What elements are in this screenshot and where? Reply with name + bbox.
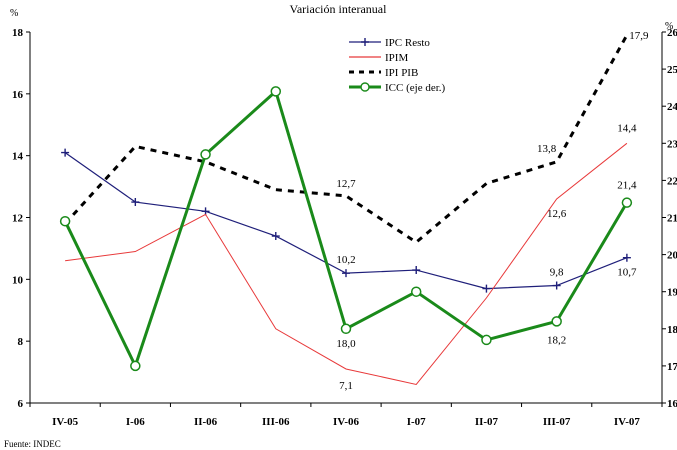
icc-eje-der-marker: [270, 86, 282, 97]
ipc-resto-marker: [271, 232, 280, 241]
left-tick-label: 14: [12, 151, 24, 163]
axes: 6 8 10 12 14 16 18 16 17 18 19 20 21 22 23 24 25 26 IV-05 I…: [12, 27, 677, 428]
ipim-line: [65, 142, 628, 386]
legend-marker-icc-eje-der: [360, 82, 370, 92]
right-tick-label: 25: [667, 64, 677, 76]
right-tick-label: 18: [667, 324, 677, 336]
right-axis-unit: %: [665, 21, 673, 32]
ipc-resto-line: [64, 152, 628, 290]
icc-eje-der-marker: [340, 323, 352, 335]
icc-eje-der-marker: [481, 334, 492, 346]
x-tick-label: IV-05: [52, 416, 79, 428]
left-tick-label: 8: [18, 336, 24, 348]
x-tick-label: III-06: [262, 416, 290, 428]
icc-eje-der-marker: [59, 215, 71, 227]
series-layer: [59, 34, 633, 386]
left-axis-unit: %: [10, 8, 18, 19]
right-tick-label: 16: [667, 398, 677, 410]
data-label: 10,2: [336, 254, 355, 266]
x-tick-label: II-06: [194, 416, 218, 428]
ipc-resto-marker: [622, 253, 631, 262]
left-tick-label: 6: [18, 398, 24, 410]
x-tick-label: II-07: [475, 416, 499, 428]
right-tick-label: 21: [667, 213, 677, 225]
icc-eje-der-marker: [551, 316, 562, 327]
data-label: 7,1: [339, 380, 353, 392]
right-tick-label: 23: [667, 138, 677, 150]
x-tick-label: IV-06: [333, 416, 360, 428]
right-tick-label: 20: [667, 250, 677, 262]
x-tick-label: I-07: [407, 416, 426, 428]
legend-label-icc-eje-der: ICC (eje der.): [385, 82, 446, 94]
ipi-pib-line: [64, 34, 629, 245]
ipc-resto-marker: [482, 284, 491, 293]
data-label: 17,9: [629, 30, 649, 42]
chart-title: Variación interanual: [290, 2, 388, 16]
left-tick-label: 10: [12, 274, 24, 286]
icc-eje-der-marker: [621, 197, 633, 208]
left-tick-label: 16: [12, 89, 24, 101]
data-labels: 12,7 10,2 18,0 7,1 13,8 12,6 9,8 18,2 17,9 14,4 21…: [336, 30, 649, 392]
right-tick-label: 19: [667, 287, 677, 299]
right-tick-label: 22: [667, 175, 677, 187]
x-tick-label: I-06: [126, 416, 145, 428]
legend-label-ipc-resto: IPC Resto: [385, 37, 430, 49]
icc-eje-der-marker: [200, 149, 211, 160]
left-tick-label: 18: [12, 27, 24, 39]
ipc-resto-marker: [61, 148, 70, 157]
data-label: 12,7: [336, 178, 356, 190]
data-label: 10,7: [617, 267, 637, 279]
icc-eje-der-marker: [410, 286, 422, 297]
legend: IPC Resto IPIM IPI PIB ICC (eje der.): [349, 37, 446, 94]
data-label: 9,8: [550, 267, 564, 279]
icc-eje-der-marker: [130, 360, 141, 372]
data-label: 14,4: [617, 122, 637, 134]
data-label: 13,8: [537, 143, 557, 155]
ipc-resto-marker: [412, 266, 421, 275]
right-tick-label: 26: [667, 27, 677, 39]
left-tick-label: 12: [12, 213, 24, 225]
legend-marker-ipc-resto: [361, 38, 369, 46]
data-label: 21,4: [617, 180, 637, 192]
ipc-resto-marker: [131, 198, 140, 207]
x-tick-label: IV-07: [614, 416, 641, 428]
right-tick-label: 17: [667, 361, 677, 373]
ipc-resto-marker: [552, 281, 561, 290]
source-note: Fuente: INDEC: [4, 439, 61, 449]
x-tick-label: III-07: [543, 416, 571, 428]
legend-label-ipim: IPIM: [385, 52, 408, 64]
data-label: 18,2: [547, 334, 566, 346]
ipc-resto-marker: [342, 269, 350, 278]
data-label: 12,6: [547, 208, 567, 220]
right-tick-label: 24: [667, 101, 677, 113]
data-label: 18,0: [336, 338, 356, 350]
legend-label-ipi-pib: IPI PIB: [385, 67, 418, 79]
